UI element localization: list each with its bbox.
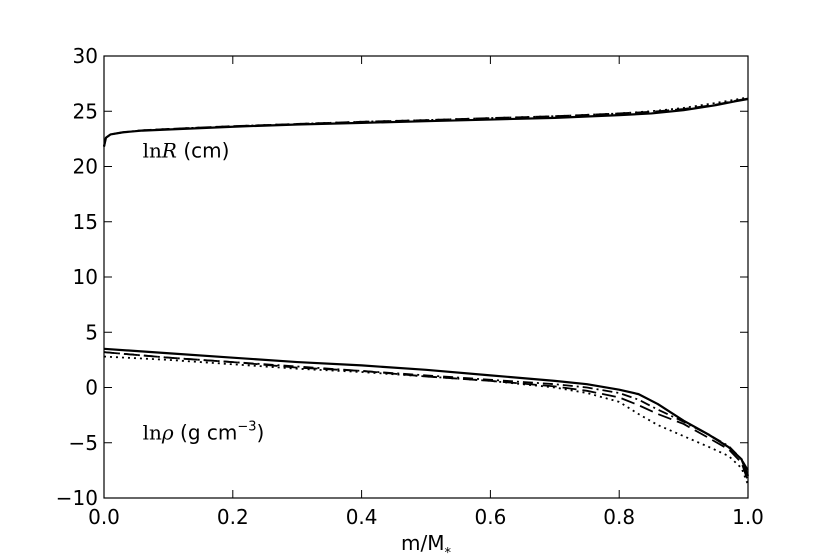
x-axis-label: m/M*	[401, 531, 451, 554]
series-line-lnrho-dashdot	[103, 351, 749, 471]
y-tick-label: −5	[69, 431, 98, 455]
y-tick-label: 20	[73, 155, 98, 179]
annotation-group: lnR (cm)lnρ (g cm−3)	[143, 139, 265, 445]
y-tick-label: 5	[85, 320, 98, 344]
x-axis-label-subscript: *	[444, 546, 451, 554]
x-tick-label: 0.8	[603, 505, 635, 529]
x-tick-label: 0.4	[346, 505, 378, 529]
tick-group: 0.0 0.2 0.4 0.6 0.8 1.0 30 25 20 15 10 5 0 −5 −10	[56, 44, 764, 529]
series-line-lnR-dotted	[103, 96, 749, 147]
annotation-close: )	[257, 420, 265, 444]
curve-annotation: lnρ (g cm−3)	[143, 419, 265, 444]
annotation-unit: (g cm	[174, 420, 238, 444]
y-tick-label: 10	[73, 265, 98, 289]
y-tick-label: −10	[56, 486, 98, 510]
x-tick-label: 1.0	[732, 505, 764, 529]
series-line-lnrho-dashed	[103, 351, 749, 482]
annotation-ln: ln	[143, 139, 162, 163]
x-tick-label: 0.2	[217, 505, 249, 529]
annotation-ln: ln	[143, 420, 162, 444]
series-group	[102, 96, 750, 486]
x-axis-label-main: m/M	[401, 531, 444, 554]
y-tick-label: 30	[73, 44, 98, 68]
y-tick-label: 0	[85, 376, 98, 400]
y-tick-label: 25	[73, 99, 98, 123]
annotation-exponent: −3	[237, 419, 256, 434]
curve-annotation: lnR (cm)	[143, 139, 230, 163]
annotation-variable: R	[161, 139, 177, 163]
series-line-lnrho-solid	[103, 347, 750, 477]
x-tick-label: 0.6	[474, 505, 506, 529]
y-tick-label: 15	[73, 210, 98, 234]
annotation-unit: (cm)	[177, 139, 229, 163]
x-tick-label: 0.0	[88, 505, 120, 529]
annotation-variable: ρ	[161, 420, 174, 444]
